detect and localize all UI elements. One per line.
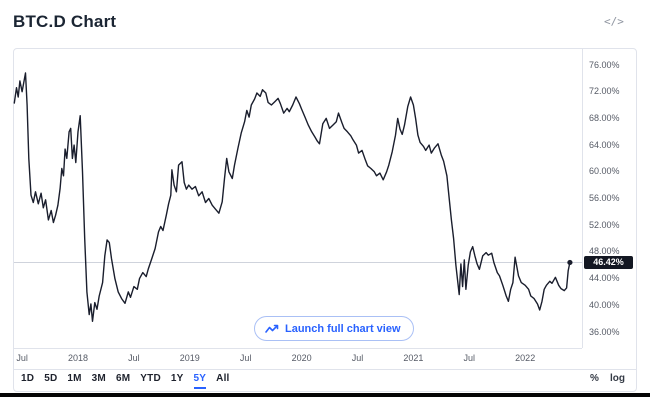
range-toolbar: 1D 5D 1M 3M 6M YTD 1Y 5Y All xyxy=(21,373,230,389)
range-button-1y[interactable]: 1Y xyxy=(170,373,184,384)
y-tick-label: 64.00% xyxy=(589,139,620,150)
y-tick-label: 72.00% xyxy=(589,86,620,97)
x-tick-label: 2018 xyxy=(67,353,89,363)
y-tick-label: 60.00% xyxy=(589,166,620,177)
last-price-dot xyxy=(567,259,573,266)
range-button-1m[interactable]: 1M xyxy=(67,373,82,384)
launch-button-label: Launch full chart view xyxy=(285,322,401,335)
launch-full-chart-button[interactable]: Launch full chart view xyxy=(254,316,414,341)
y-tick-label: 40.00% xyxy=(589,299,620,310)
page-title: BTC.D Chart xyxy=(13,12,117,31)
line-chart-icon xyxy=(265,324,279,334)
x-tick-label: 2019 xyxy=(179,353,200,363)
current-value-badge: 46.42% xyxy=(584,256,633,269)
x-tick-label: 2022 xyxy=(515,353,536,363)
y-tick-label: 48.00% xyxy=(589,246,620,257)
range-button-5y[interactable]: 5Y xyxy=(193,373,207,389)
bottom-border-bar xyxy=(0,393,650,397)
y-tick-label: 52.00% xyxy=(589,219,620,230)
percent-scale-button[interactable]: % xyxy=(590,373,599,384)
x-tick-label: Jul xyxy=(351,353,364,363)
x-tick-label: Jul xyxy=(16,353,28,363)
x-tick-label: Jul xyxy=(239,353,252,363)
range-button-ytd[interactable]: YTD xyxy=(140,373,161,384)
y-tick-label: 56.00% xyxy=(589,193,620,203)
btc-dominance-line xyxy=(13,72,571,322)
x-tick-label: 2021 xyxy=(403,353,424,363)
y-tick-label: 36.00% xyxy=(589,326,620,337)
toolbar-separator xyxy=(14,369,636,370)
y-tick-label: 44.00% xyxy=(589,273,620,284)
range-button-1d[interactable]: 1D xyxy=(21,373,35,384)
x-tick-label: 2020 xyxy=(291,353,312,363)
range-button-3m[interactable]: 3M xyxy=(91,373,106,384)
log-scale-button[interactable]: log xyxy=(610,373,625,384)
range-button-5d[interactable]: 5D xyxy=(44,373,58,384)
price-scale-separator xyxy=(582,49,583,348)
y-tick-label: 68.00% xyxy=(589,112,620,123)
embed-code-icon[interactable]: </> xyxy=(604,15,624,28)
x-axis-separator xyxy=(14,348,582,349)
x-tick-label: Jul xyxy=(463,353,476,363)
range-button-6m[interactable]: 6M xyxy=(115,373,131,384)
range-button-all[interactable]: All xyxy=(216,373,230,384)
x-tick-label: Jul xyxy=(128,353,140,363)
y-tick-label: 76.00% xyxy=(589,59,620,70)
